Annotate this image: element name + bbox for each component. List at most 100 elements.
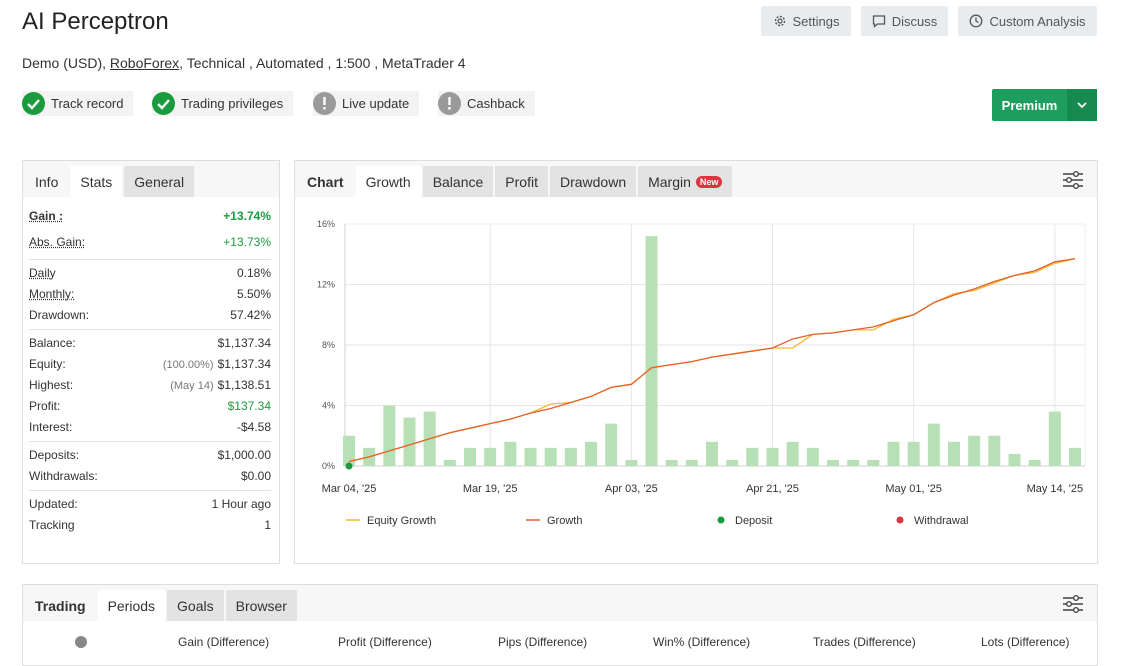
- discuss-button[interactable]: Discuss: [861, 6, 948, 36]
- stats-value-wrap: $137.34: [228, 399, 271, 413]
- stats-value: $137.34: [228, 399, 271, 413]
- legend-label: Deposit: [735, 515, 772, 527]
- bar: [686, 460, 698, 466]
- column-header: Lots (Difference): [981, 635, 1069, 649]
- stats-label: Highest:: [29, 378, 73, 392]
- stats-value-wrap: 5.50%: [237, 287, 271, 301]
- column-header: Profit (Difference): [338, 635, 432, 649]
- stats-value-wrap: +13.73%: [223, 235, 271, 249]
- bar: [444, 460, 456, 466]
- stats-value: $1,138.51: [218, 378, 271, 392]
- stats-label: Equity:: [29, 357, 66, 371]
- column-header: Trades (Difference): [813, 635, 916, 649]
- tab[interactable]: Info: [25, 166, 68, 197]
- tab[interactable]: Periods: [98, 590, 165, 621]
- status-icon: [152, 92, 175, 115]
- bar: [827, 460, 839, 466]
- tab[interactable]: Browser: [226, 590, 297, 621]
- y-tick-label: 8%: [322, 340, 335, 350]
- info-icon: [74, 635, 88, 649]
- button-label: Settings: [793, 14, 840, 29]
- bar: [605, 424, 617, 466]
- bar: [565, 448, 577, 466]
- y-tick-label: 4%: [322, 401, 335, 411]
- chart-panel: 0% 4% 8% 12% 16% Mar 04, '25 Mar 19, '25 Apr 03…: [294, 160, 1098, 564]
- point: [346, 463, 353, 470]
- broker-link[interactable]: RoboForex: [110, 55, 179, 71]
- x-tick-label: May 01, '25: [885, 483, 942, 495]
- tab[interactable]: General: [124, 166, 194, 197]
- stats-row: Gain : +13.74%: [29, 203, 271, 229]
- stats-value: +13.74%: [223, 209, 271, 223]
- button-label: Discuss: [892, 14, 938, 29]
- stats-label: Balance:: [29, 336, 76, 350]
- bar: [545, 448, 557, 466]
- stats-row: Withdrawals: $0.00: [29, 465, 271, 486]
- tab[interactable]: Balance: [423, 166, 494, 197]
- stats-row: Daily 0.18%: [29, 262, 271, 283]
- legend-label: Growth: [547, 515, 582, 527]
- stats-value-wrap: $1,000.00: [218, 448, 271, 462]
- icon-circle: [22, 92, 45, 115]
- tab[interactable]: Profit: [495, 166, 548, 197]
- stats-group: Daily 0.18% Monthly: 5.50% Drawdown: 57.42%: [29, 260, 271, 330]
- badge: Track record: [22, 91, 133, 116]
- tab[interactable]: Goals: [167, 590, 224, 621]
- bar: [1029, 460, 1041, 466]
- stats-value-wrap: 0.18%: [237, 266, 271, 280]
- tab[interactable]: Margin New: [638, 166, 732, 197]
- stats-value: $1,137.34: [218, 357, 271, 371]
- tab-bar: Trading Periods Goals Browser: [23, 585, 1097, 621]
- stats-group: Gain : +13.74% Abs. Gain: +13.73%: [29, 201, 271, 260]
- stats-row: Highest: (May 14) $1,138.51: [29, 374, 271, 395]
- badge: Trading privileges: [152, 91, 293, 116]
- stats-note: (100.00%): [163, 359, 214, 371]
- premium-button[interactable]: Premium: [992, 89, 1097, 121]
- legend-label: Withdrawal: [914, 515, 968, 527]
- stats-label: Profit:: [29, 399, 60, 413]
- column-header: Pips (Difference): [498, 635, 587, 649]
- bar: [666, 460, 678, 466]
- badge-label: Trading privileges: [181, 96, 283, 111]
- bar: [404, 418, 416, 466]
- badge-label: Cashback: [467, 96, 525, 111]
- bar: [847, 460, 859, 466]
- y-tick-label: 12%: [317, 280, 335, 290]
- stats-row: Deposits: $1,000.00: [29, 444, 271, 465]
- exclaim: [448, 97, 450, 105]
- custom-analysis-button[interactable]: Custom Analysis: [958, 6, 1097, 36]
- gear-icon: [773, 14, 787, 28]
- stats-value: 0.18%: [237, 266, 271, 280]
- button-label: Premium: [992, 98, 1067, 113]
- filter-icon[interactable]: [1062, 594, 1084, 614]
- tab[interactable]: Stats: [70, 166, 122, 197]
- chart: 0% 4% 8% 12% 16% Mar 04, '25 Mar 19, '25 Apr 03…: [294, 160, 1098, 563]
- stats-value: +13.73%: [223, 235, 271, 249]
- stats-panel: Info Stats General Gain : +13.74% Abs. Gain:…: [22, 160, 280, 564]
- x-tick-label: May 14, '25: [1027, 483, 1084, 495]
- tab-label: Chart: [297, 166, 354, 197]
- stats-label: Monthly:: [29, 287, 74, 301]
- stats-value-wrap: $0.00: [241, 469, 271, 483]
- tab[interactable]: Drawdown: [550, 166, 636, 197]
- x-tick-label: Mar 19, '25: [463, 483, 518, 495]
- icon-circle: [152, 92, 175, 115]
- stats-list: Gain : +13.74% Abs. Gain: +13.73% Daily 0.18%…: [29, 201, 271, 539]
- settings-button[interactable]: Settings: [761, 6, 851, 36]
- new-badge: New: [696, 176, 723, 188]
- stats-label: Gain :: [29, 209, 63, 223]
- stats-group: Balance: $1,137.34 Equity: (100.00%) $1,137.…: [29, 330, 271, 442]
- tab-bar: Info Stats General: [23, 161, 279, 197]
- bar: [767, 448, 779, 466]
- filter-icon[interactable]: [1062, 170, 1084, 190]
- legend-swatch: [897, 517, 904, 524]
- dropdown-toggle[interactable]: [1067, 89, 1097, 121]
- bar: [908, 442, 920, 466]
- tab[interactable]: Growth: [356, 166, 421, 197]
- button-label: Custom Analysis: [989, 14, 1085, 29]
- bar: [1069, 448, 1081, 466]
- stats-value-wrap: $1,137.34: [218, 336, 271, 350]
- bar: [888, 442, 900, 466]
- stats-row: Balance: $1,137.34: [29, 332, 271, 353]
- tab-label: Trading: [25, 590, 96, 621]
